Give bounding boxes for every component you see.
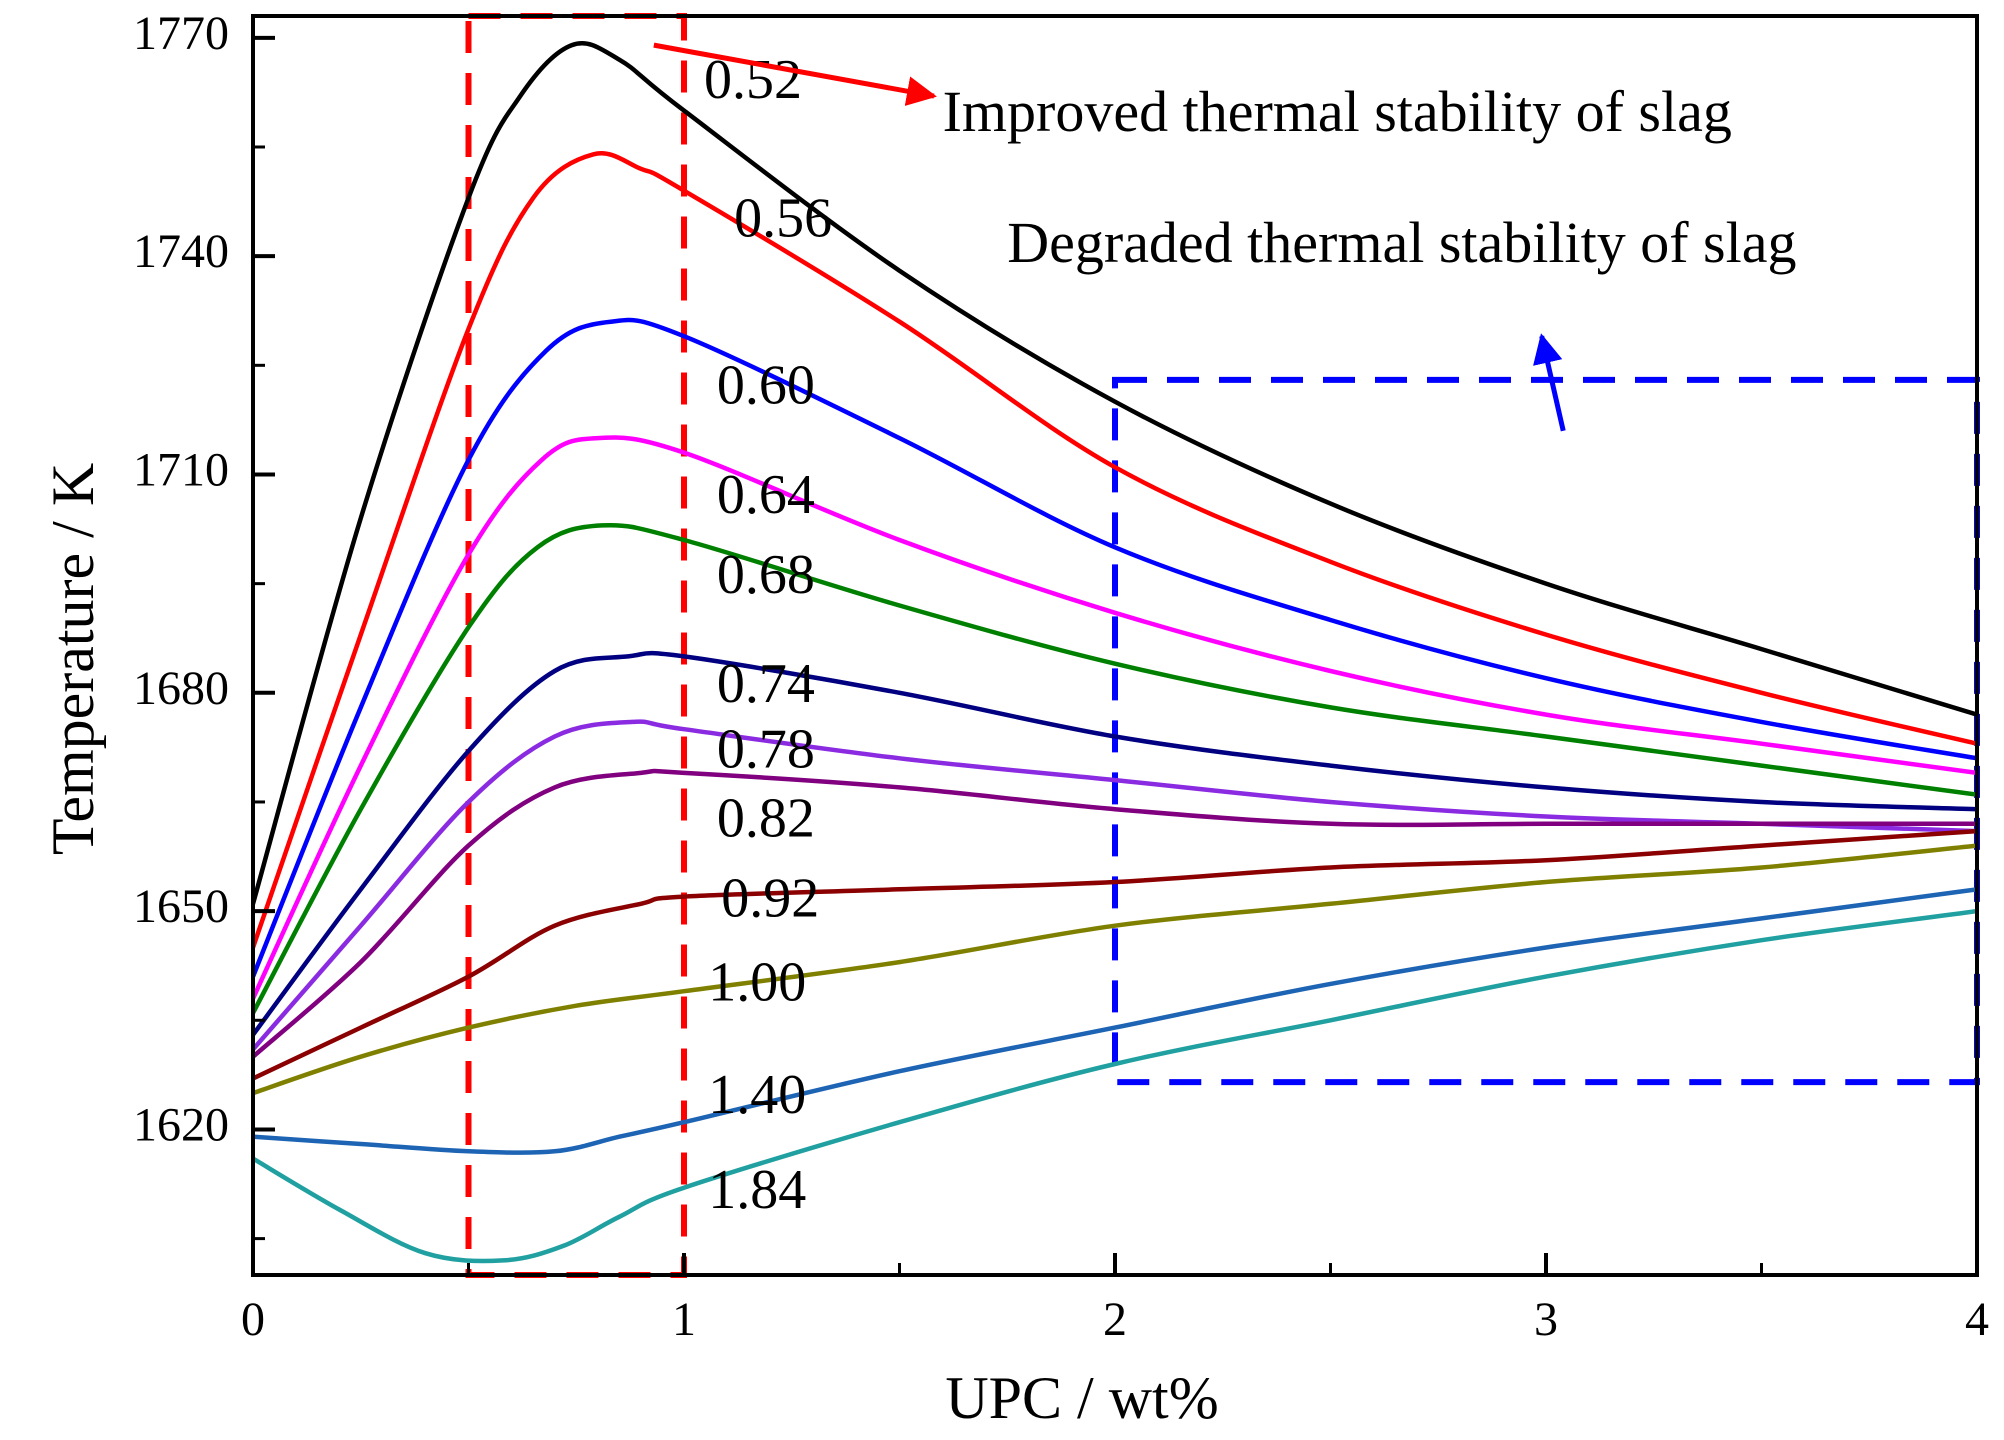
x-tick-label: 3 (1534, 1293, 1558, 1346)
series-label-0-82: 0.82 (717, 788, 815, 850)
series-line-1-84 (253, 908, 1977, 1264)
series-line-1-00 (253, 843, 1977, 1096)
annotation-arrow-1 (653, 42, 937, 106)
x-axis-title: UPC / wt% (945, 1365, 1218, 1431)
annotation-arrow-2 (1533, 333, 1566, 432)
series-line-0-74 (253, 650, 1977, 1038)
y-tick-label: 1740 (133, 225, 229, 278)
series-line-1-40 (253, 887, 1977, 1155)
annotations: Improved thermal stability of slag Degrad… (653, 42, 1796, 432)
series-label-0-92: 0.92 (721, 868, 819, 930)
series-line-0-52 (253, 41, 1977, 907)
series-line-0-56 (253, 151, 1977, 950)
series-label-0-56: 0.56 (734, 187, 832, 249)
series-line-0-60 (253, 317, 1977, 979)
series-lines (253, 41, 1977, 1264)
series-line-0-92 (253, 828, 1977, 1081)
x-tick-label: 0 (241, 1293, 265, 1346)
series-label-0-68: 0.68 (717, 544, 815, 606)
series-label-1-40: 1.40 (708, 1064, 806, 1126)
annotation-text-2: Degraded thermal stability of slag (1007, 210, 1796, 275)
y-tick-label: 1680 (133, 662, 229, 715)
series-line-0-64 (253, 435, 1977, 1001)
x-tick-label: 1 (672, 1293, 696, 1346)
series-label-0-64: 0.64 (717, 464, 815, 526)
series-labels: 0.520.560.600.640.680.740.780.820.921.00… (704, 49, 832, 1221)
y-tick-label: 1650 (133, 880, 229, 933)
y-tick-label: 1770 (133, 7, 229, 60)
annotation-text-1: Improved thermal stability of slag (943, 79, 1732, 144)
y-axis-title: Temperature / K (40, 463, 106, 855)
axes: 0 1 2 3 4 1620 1650 1680 1710 1740 1770 (133, 7, 1989, 1346)
series-line-0-78 (253, 719, 1977, 1052)
series-label-1-00: 1.00 (708, 951, 806, 1013)
series-line-0-68 (253, 522, 1977, 1016)
highlight-region-1 (465, 13, 687, 1278)
series-line-0-82 (253, 768, 1977, 1059)
y-tick-label: 1620 (133, 1098, 229, 1151)
series-label-0-78: 0.78 (717, 719, 815, 781)
y-tick-label: 1710 (133, 443, 229, 496)
series-label-1-84: 1.84 (708, 1159, 806, 1221)
x-tick-label: 2 (1103, 1293, 1127, 1346)
series-label-0-74: 0.74 (717, 653, 815, 715)
x-tick-label: 4 (1965, 1293, 1989, 1346)
series-label-0-60: 0.60 (717, 355, 815, 417)
